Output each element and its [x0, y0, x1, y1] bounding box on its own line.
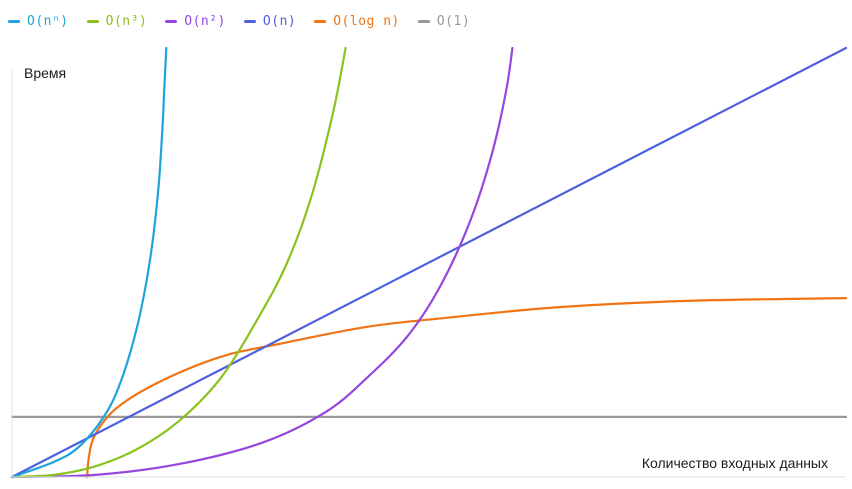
series-line-1: [10, 46, 347, 479]
legend-item: O(n): [243, 13, 297, 29]
legend-swatch: [8, 19, 20, 23]
x-axis-label: Количество входных данных: [642, 455, 828, 471]
series-layer: [10, 46, 848, 479]
legend-swatch: [86, 19, 99, 23]
legend-swatch: [243, 19, 256, 23]
legend-swatch: [165, 19, 178, 23]
legend-label: O(n²): [184, 13, 226, 29]
legend-item: O(nⁿ): [8, 14, 69, 29]
legend: O(nⁿ) O(n³) O(n²) O(n) O(log n) O(1): [8, 9, 470, 33]
legend-item: O(log n): [314, 14, 400, 29]
legend-label: O(n³): [105, 13, 148, 29]
series-line-2: [10, 46, 514, 479]
legend-label: O(nⁿ): [27, 13, 69, 29]
y-axis-label: Время: [24, 65, 66, 81]
legend-item: O(n²): [165, 14, 226, 29]
series-line-4: [86, 297, 848, 479]
legend-item: O(n³): [86, 13, 148, 29]
series-line-0: [10, 46, 168, 479]
legend-label: O(1): [436, 13, 471, 29]
legend-label: O(n): [262, 13, 297, 29]
legend-label: O(log n): [333, 13, 400, 29]
series-line-3: [10, 46, 848, 479]
legend-swatch: [314, 19, 327, 23]
legend-swatch: [417, 19, 430, 23]
legend-item: O(1): [417, 13, 471, 29]
